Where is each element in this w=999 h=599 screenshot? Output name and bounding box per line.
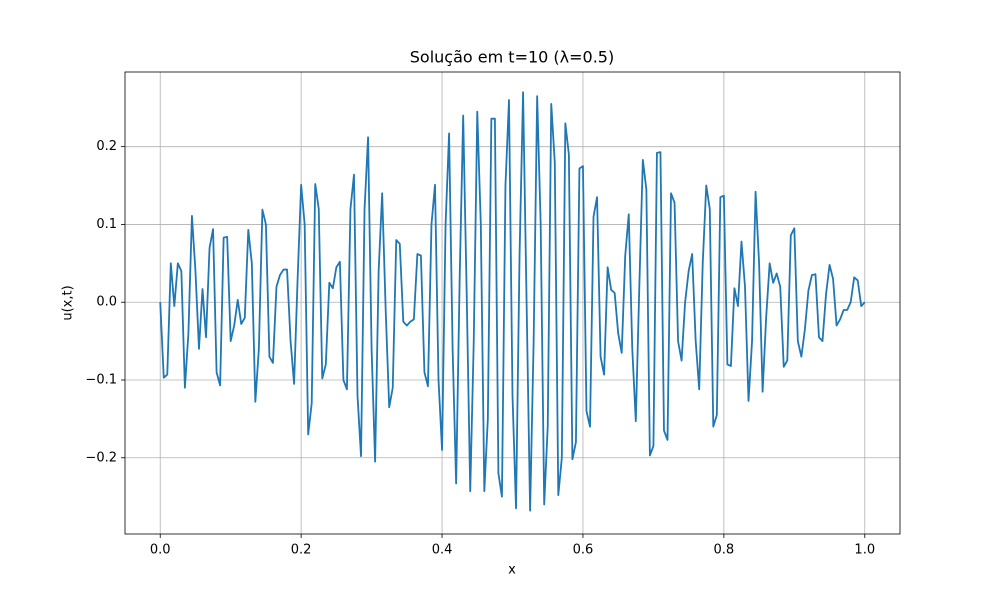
x-tick-label: 0.6 (573, 543, 594, 558)
y-tick-label: 0.1 (96, 217, 117, 232)
y-tick-label: 0.0 (96, 295, 117, 310)
y-tick-label: −0.1 (85, 373, 117, 388)
data-line (159, 91, 866, 512)
chart-title: Solução em t=10 (λ=0.5) (410, 48, 614, 67)
plot-frame (124, 71, 901, 535)
y-axis-label: u(x,t) (61, 285, 76, 320)
plot (159, 91, 866, 512)
x-tick-label: 0.0 (150, 543, 171, 558)
x-tick-label: 0.2 (291, 543, 312, 558)
y-tick-label: 0.2 (96, 139, 117, 154)
x-tick-label: 0.4 (432, 543, 453, 558)
x-axis-label: x (508, 563, 516, 578)
y-tick-label: −0.2 (85, 450, 117, 465)
x-tick-label: 0.8 (714, 543, 735, 558)
x-tick-label: 1.0 (854, 543, 875, 558)
